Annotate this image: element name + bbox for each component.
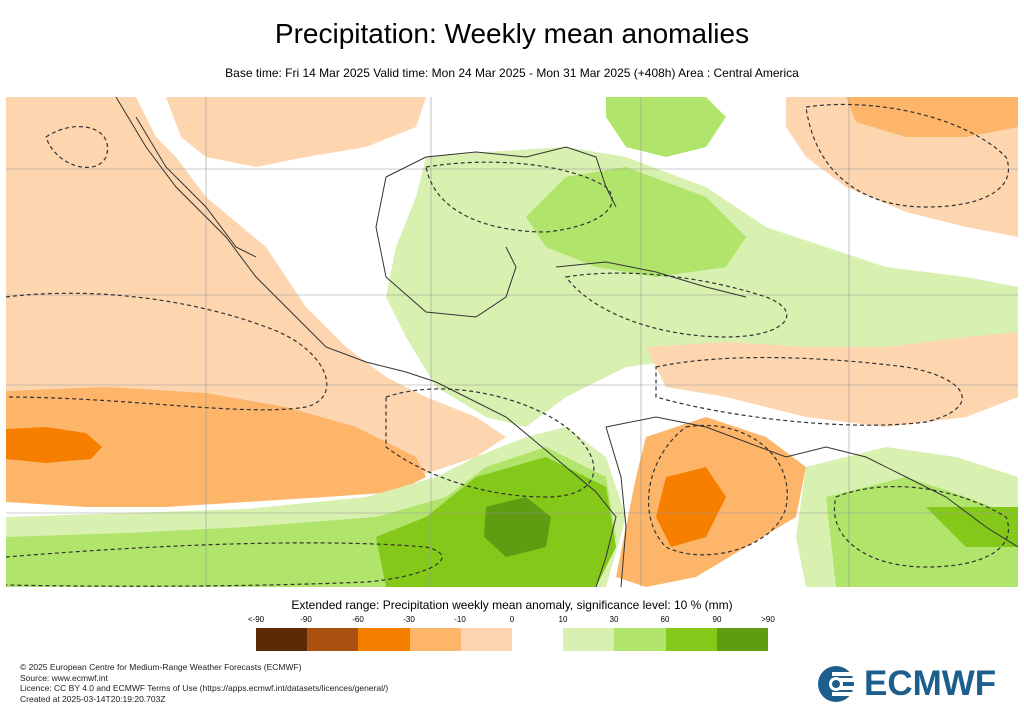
anomaly-region-atlantic-north-wet — [606, 97, 726, 157]
significance-contours — [6, 103, 1010, 587]
legend-label: 60 — [660, 615, 670, 624]
legend-swatch — [307, 628, 359, 651]
source-text: Source: www.ecmwf.int — [20, 672, 108, 683]
anomaly-region-pacific-very-dry — [6, 427, 102, 463]
legend-label: 90 — [712, 615, 722, 624]
legend-label: 30 — [609, 615, 619, 624]
legend-labels: <-90 -90 -60 -30 -10 0 10 30 60 90 >90 — [232, 615, 792, 627]
copyright-text: © 2025 European Centre for Medium-Range … — [20, 662, 302, 672]
precipitation-anomaly-map — [6, 97, 1018, 587]
legend-label: 0 — [509, 615, 515, 624]
coastlines — [115, 97, 1018, 587]
legend-label: 10 — [558, 615, 568, 624]
legend-swatch — [256, 628, 308, 651]
legend-label: -90 — [300, 615, 312, 624]
legend-label: <-90 — [247, 615, 265, 624]
licence-text: Licence: CC BY 4.0 and ECMWF Terms of Us… — [20, 683, 389, 693]
legend-swatch — [716, 628, 769, 651]
legend-swatch — [409, 628, 461, 651]
anomaly-region-caribbean-wet — [526, 167, 746, 277]
anomaly-region-colombia-dry-core — [656, 467, 726, 547]
legend-label: -30 — [403, 615, 415, 624]
legend-label: -10 — [454, 615, 466, 624]
anomaly-region-pacific-wet-core — [484, 497, 551, 557]
legend-label: -60 — [352, 615, 364, 624]
legend-swatch — [358, 628, 410, 651]
anomaly-region-pacific-dry-north — [166, 97, 426, 167]
ecmwf-logo-text: ECMWF — [864, 664, 997, 703]
created-text: Created at 2025-03-14T20:19:20.703Z — [20, 693, 166, 704]
anomaly-region-caribbean-dry — [646, 332, 1018, 427]
ecmwf-logo-icon — [818, 666, 860, 702]
legend-swatch — [665, 628, 717, 651]
anomaly-region-guianas-wet-strong — [826, 477, 1018, 587]
footer: © 2025 European Centre for Medium-Range … — [20, 662, 388, 704]
legend-swatch — [460, 628, 513, 651]
anomaly-region-pacific-dry-band — [6, 387, 426, 507]
anomaly-region-pacific-dry — [6, 97, 506, 477]
legend-label: >90 — [761, 615, 775, 624]
legend-swatch — [563, 628, 615, 651]
legend-swatch — [512, 628, 564, 651]
map-title: Precipitation: Weekly mean anomalies — [274, 18, 750, 49]
map-graticule — [6, 97, 1018, 587]
legend-color-bar — [256, 628, 769, 651]
map-subtitle: Base time: Fri 14 Mar 2025 Valid time: M… — [225, 66, 799, 80]
anomaly-region-amazon-wet — [926, 507, 1018, 547]
ecmwf-logo: ECMWF — [814, 664, 1014, 704]
legend-title: Extended range: Precipitation weekly mea… — [291, 598, 733, 612]
legend-swatch — [614, 628, 666, 651]
